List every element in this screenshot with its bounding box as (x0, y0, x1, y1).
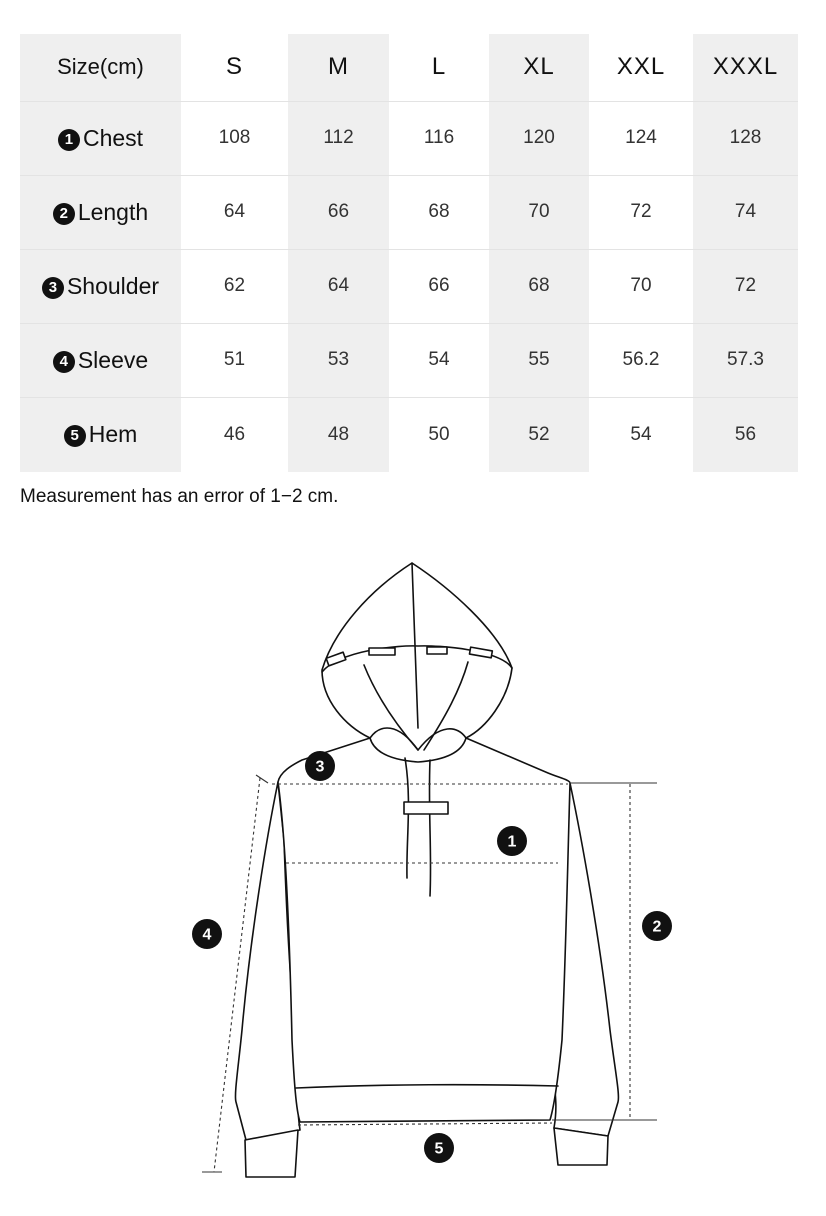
header-size-xxl: XXL (589, 34, 693, 101)
table-cell: 56 (693, 396, 798, 472)
row-label-shoulder: 3 Shoulder (20, 248, 181, 323)
hood-inner-right (423, 661, 469, 751)
number-badge-icon: 3 (41, 276, 64, 299)
hem-marker: 5 (424, 1133, 454, 1163)
shoulder-marker-number: 3 (316, 759, 325, 776)
table-cell: 54 (589, 396, 693, 472)
table-cell: 68 (489, 248, 589, 323)
table-cell: 51 (181, 322, 288, 397)
header-size-s: S (181, 34, 288, 101)
header-size-label: Size(cm) (20, 34, 181, 101)
table-row-chest: 1 Chest 108 112 116 120 124 128 (20, 100, 798, 175)
hem-guide (297, 1122, 553, 1126)
pocket-seam (295, 1083, 559, 1089)
table-cell: 62 (181, 248, 288, 323)
row-label-text: Shoulder (66, 272, 160, 299)
table-cell: 70 (489, 174, 589, 249)
hoodie-body (277, 737, 571, 1123)
table-cell: 64 (181, 174, 288, 249)
table-cell: 64 (288, 248, 389, 323)
right-cuff (553, 1127, 609, 1166)
header-size-m: M (288, 34, 389, 101)
sleeve-marker: 4 (192, 919, 222, 949)
table-cell: 120 (489, 100, 589, 175)
table-header-row: Size(cm) S M L XL XXL XXXL (20, 34, 798, 101)
row-label-chest: 1 Chest (20, 100, 181, 175)
row-label-length: 2 Length (20, 174, 181, 249)
shoulder-marker: 3 (305, 751, 335, 781)
table-row-shoulder: 3 Shoulder 62 64 66 68 70 72 (20, 248, 798, 323)
table-row-sleeve: 4 Sleeve 51 53 54 55 56.2 57.3 (20, 322, 798, 397)
row-label-hem: 5 Hem (20, 396, 181, 472)
left-cuff (244, 1129, 299, 1178)
table-cell: 66 (389, 248, 489, 323)
sleeve-marker-number: 4 (203, 927, 212, 944)
hood-inner-left (363, 664, 419, 751)
table-cell: 68 (389, 174, 489, 249)
sleeve-top-tick (255, 774, 269, 784)
chest-marker-number: 1 (508, 834, 517, 851)
table-row-length: 2 Length 64 66 68 70 72 74 (20, 174, 798, 249)
table-cell: 74 (693, 174, 798, 249)
drawstring-left (404, 757, 410, 879)
header-size-l: L (389, 34, 489, 101)
hoodie-measurement-diagram: 1 2 3 4 5 (192, 562, 672, 1178)
drawstring-tag (403, 801, 449, 815)
length-marker-number: 2 (653, 919, 662, 936)
table-cell: 55 (489, 322, 589, 397)
row-label-sleeve: 4 Sleeve (20, 322, 181, 397)
table-cell: 116 (389, 100, 489, 175)
table-cell: 54 (389, 322, 489, 397)
table-cell: 50 (389, 396, 489, 472)
chest-marker: 1 (497, 826, 527, 856)
hood-tabs (325, 646, 494, 667)
drawstring-right (428, 759, 432, 897)
row-label-text: Chest (82, 124, 144, 151)
number-badge-icon: 1 (57, 128, 80, 151)
table-cell: 66 (288, 174, 389, 249)
length-marker: 2 (642, 911, 672, 941)
row-label-text: Length (77, 198, 149, 225)
header-size-xl: XL (489, 34, 589, 101)
table-cell: 56.2 (589, 322, 693, 397)
table-cell: 48 (288, 396, 389, 472)
table-cell: 53 (288, 322, 389, 397)
measurement-note: Measurement has an error of 1−2 cm. (20, 486, 339, 507)
table-cell: 108 (181, 100, 288, 175)
hood-center-seam (411, 562, 419, 729)
number-badge-icon: 5 (63, 425, 86, 448)
table-cell: 128 (693, 100, 798, 175)
table-row-hem: 5 Hem 46 48 50 52 54 56 (20, 396, 798, 472)
hood (321, 562, 513, 751)
table-cell: 57.3 (693, 322, 798, 397)
sleeve-guide (213, 777, 261, 1173)
row-label-text: Sleeve (77, 346, 149, 373)
table-cell: 52 (489, 396, 589, 472)
size-chart-table: Size(cm) S M L XL XXL XXXL 1 Chest 108 11… (20, 34, 798, 472)
table-cell: 112 (288, 100, 389, 175)
table-cell: 46 (181, 396, 288, 472)
table-cell: 72 (589, 174, 693, 249)
table-cell: 70 (589, 248, 693, 323)
row-label-text: Hem (88, 421, 138, 448)
table-cell: 72 (693, 248, 798, 323)
header-size-xxxl: XXXL (693, 34, 798, 101)
hem-marker-number: 5 (435, 1141, 444, 1158)
number-badge-icon: 2 (52, 202, 75, 225)
number-badge-icon: 4 (52, 350, 75, 373)
table-cell: 124 (589, 100, 693, 175)
